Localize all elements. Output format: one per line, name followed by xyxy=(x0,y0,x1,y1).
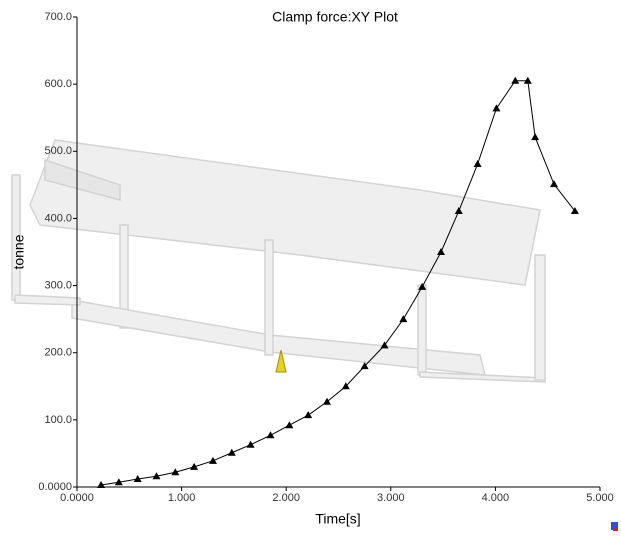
data-point xyxy=(304,411,312,418)
x-tick-label: 0.0000 xyxy=(60,492,94,504)
data-point xyxy=(285,421,293,428)
data-point xyxy=(228,449,236,456)
data-point xyxy=(531,133,539,140)
y-tick-label: 600.0 xyxy=(44,78,72,90)
chart-title: Clamp force:XY Plot xyxy=(272,9,398,25)
data-point xyxy=(399,315,407,322)
x-tick-label: 1.000 xyxy=(168,492,196,504)
x-tick-label: 4.000 xyxy=(482,492,510,504)
x-tick-label: 2.000 xyxy=(272,492,300,504)
part-model xyxy=(12,140,545,382)
data-point xyxy=(209,457,217,464)
y-tick-label: 400.0 xyxy=(44,212,72,224)
data-point xyxy=(247,441,255,448)
data-point xyxy=(550,180,558,187)
y-tick-label: 700.0 xyxy=(44,11,72,23)
data-point xyxy=(267,431,275,438)
axis-triad xyxy=(613,527,618,531)
chart: Clamp force:XY Plot Time[s] tonne 0.0000… xyxy=(0,0,621,536)
y-tick-label: 300.0 xyxy=(44,279,72,291)
x-tick-label: 5.000 xyxy=(586,492,614,504)
x-tick-label: 3.000 xyxy=(377,492,405,504)
data-point xyxy=(474,160,482,167)
data-point xyxy=(492,104,500,111)
y-tick-label: 500.0 xyxy=(44,145,72,157)
x-axis-label: Time[s] xyxy=(315,511,360,527)
y-tick-label: 200.0 xyxy=(44,347,72,359)
data-point xyxy=(323,398,331,405)
y-tick-label: 100.0 xyxy=(44,414,72,426)
data-point xyxy=(381,341,389,348)
y-axis-label: tonne xyxy=(11,234,27,269)
